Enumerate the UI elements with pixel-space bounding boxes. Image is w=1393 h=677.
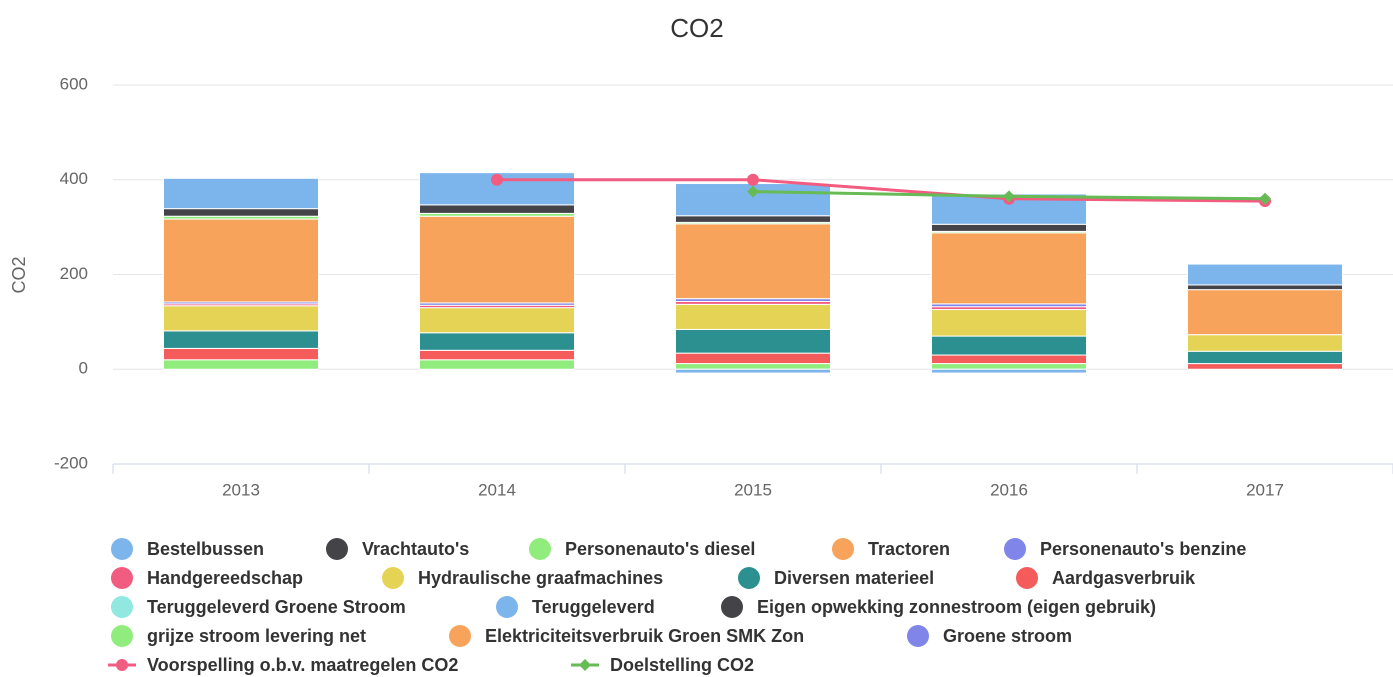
bar-segment [675,363,831,370]
bar-segment [931,223,1087,232]
bar-segment [931,368,1087,374]
x-tick-label: 2014 [478,480,516,499]
bar-segment [1187,284,1343,291]
y-tick-label: 400 [60,169,88,188]
legend-symbol [907,625,929,647]
x-tick-label: 2013 [222,480,260,499]
bar-segment [163,305,319,332]
legend-symbol [111,625,133,647]
legend-label[interactable]: Teruggeleverd [532,597,655,617]
bar-segment [163,347,319,361]
legend-label[interactable]: Groene stroom [943,626,1072,646]
legend-label[interactable]: Tractoren [868,539,950,559]
bar-segment [419,307,575,334]
marker [491,173,503,186]
legend-symbol [579,659,591,671]
bar-segment [931,354,1087,365]
bar-segment [419,332,575,351]
legend-label[interactable]: Aardgasverbruik [1052,568,1196,588]
legend-label[interactable]: Bestelbussen [147,539,264,559]
marker [747,185,759,198]
legend-symbol [326,538,348,560]
legend-label[interactable]: Elektriciteitsverbruik Groen SMK Zon [485,626,804,646]
legend-label[interactable]: Hydraulische graafmachines [418,568,663,588]
x-tick-label: 2017 [1246,480,1284,499]
legend-label[interactable]: grijze stroom levering net [147,626,366,646]
legend-label[interactable]: Teruggeleverd Groene Stroom [147,597,406,617]
legend-symbol [496,596,518,618]
bar-segment [931,335,1087,356]
bar-segment [1187,363,1343,370]
legend-symbol [111,596,133,618]
bar-segment [675,303,831,330]
x-tick-label: 2015 [734,480,772,499]
bar-segment [419,215,575,304]
legend-label[interactable]: Diversen materieel [774,568,934,588]
bar-segment [931,232,1087,305]
legend-symbol [111,567,133,589]
y-axis-label: CO2 [9,256,29,293]
bar-segment [675,215,831,223]
bar-segment [163,359,319,370]
marker [747,173,759,186]
legend-symbol [832,538,854,560]
bar-segment [163,208,319,217]
y-tick-label: 600 [60,74,88,93]
bar-segment [1187,350,1343,365]
legend-symbol [1016,567,1038,589]
legend-symbol [529,538,551,560]
marker [1259,192,1271,205]
legend-symbol [116,659,128,671]
legend-label[interactable]: Personenauto's benzine [1040,539,1246,559]
bar-segment [1187,334,1343,352]
legend-label[interactable]: Personenauto's diesel [565,539,755,559]
y-tick-label: 200 [60,264,88,283]
bar-segment [419,359,575,370]
bar-segment [163,330,319,349]
bar-segment [675,368,831,374]
y-tick-label: 0 [79,359,88,378]
bar-segment [419,349,575,361]
bar-segment [163,218,319,303]
bar-segment [931,363,1087,370]
legend-symbol [721,596,743,618]
legend-label[interactable]: Doelstelling CO2 [610,655,754,675]
legend-symbol [1004,538,1026,560]
bar-segment [163,177,319,210]
bar-segment [1187,263,1343,286]
legend-symbol [449,625,471,647]
legend-symbol [382,567,404,589]
legend-label[interactable]: Eigen opwekking zonnestroom (eigen gebru… [757,597,1156,617]
bar-segment [419,204,575,214]
legend-symbol [111,538,133,560]
legend-label[interactable]: Vrachtauto's [362,539,469,559]
x-tick-label: 2016 [990,480,1028,499]
legend-symbol [738,567,760,589]
marker [1003,190,1015,203]
legend-label[interactable]: Handgereedschap [147,568,303,588]
bar-segment [1187,289,1343,336]
y-tick-label: -200 [54,453,88,472]
line [497,178,1266,203]
bar-segment [675,328,831,354]
chart-title: CO2 [670,13,723,43]
bar-segment [675,352,831,365]
legend-label[interactable]: Voorspelling o.b.v. maatregelen CO2 [147,655,458,675]
bar-segment [931,309,1087,337]
bar-segment [675,223,831,300]
